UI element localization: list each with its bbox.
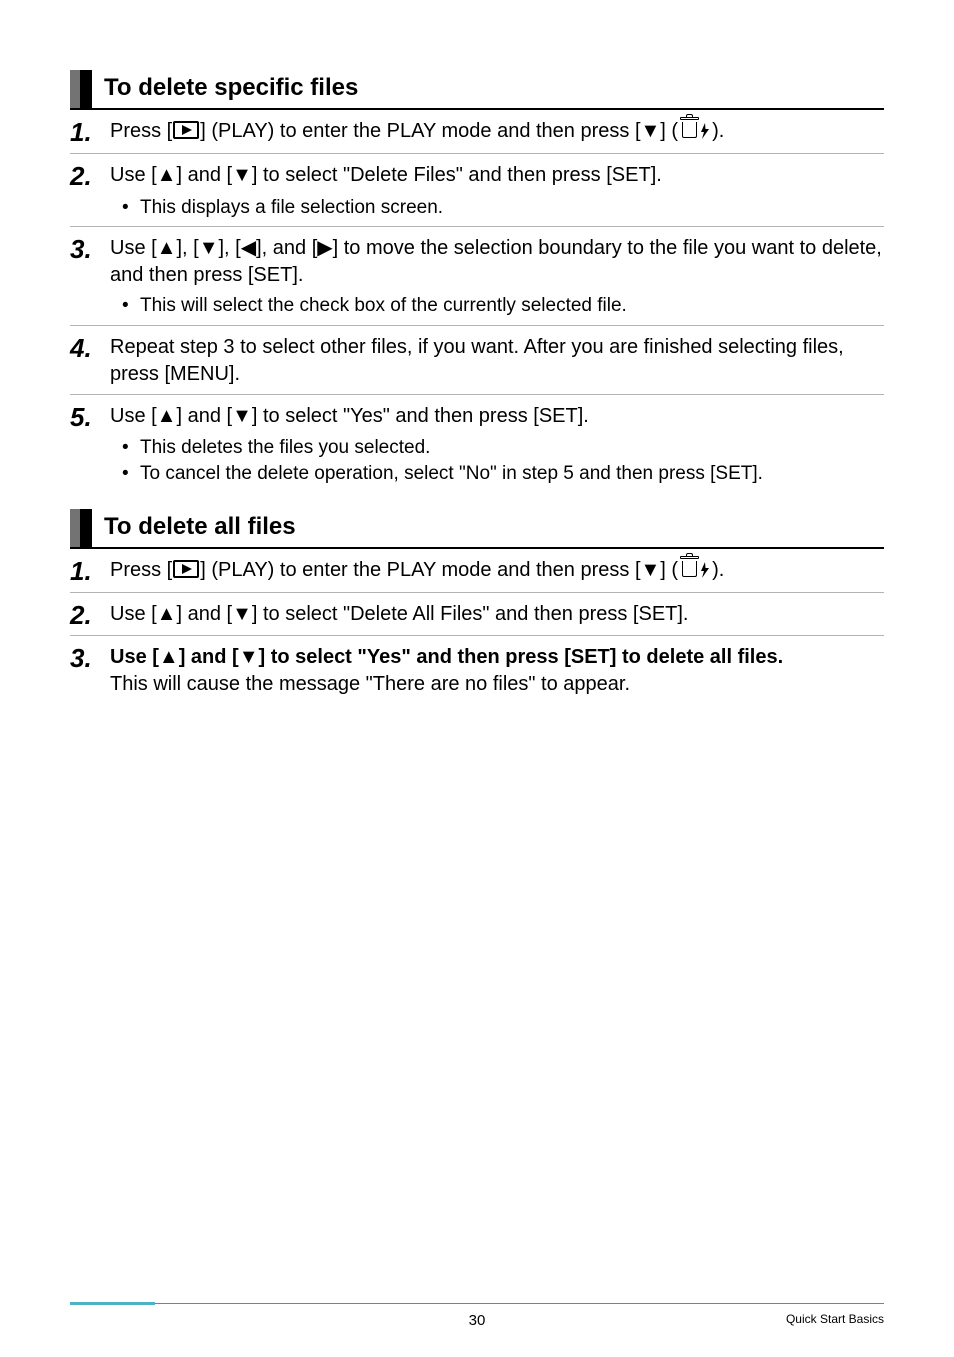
list-item: • To cancel the delete operation, select… [122,461,884,487]
step-number: 4. [70,334,110,363]
bullet-list: • This displays a file selection screen. [122,195,884,221]
step-text-part: Press [ [110,120,172,142]
footer-rule-line [70,1303,884,1304]
step-t3: 3. Use [▲] and [▼] to select "Yes" and t… [70,644,884,698]
heading-bar-gray [70,509,80,547]
step-t2: 2. Use [▲] and [▼] to select "Delete All… [70,601,884,630]
page-footer: 30 Quick Start Basics [0,1302,954,1329]
bullet-list: • This deletes the files you selected. •… [122,435,884,486]
heading-bar-black [80,70,92,108]
step-1: 1. Press [ ] (PLAY) to enter the PLAY mod… [70,118,884,147]
trash-icon [682,122,697,138]
page-number: 30 [469,1312,486,1329]
step-text-part: ). [712,120,724,142]
separator [70,153,884,154]
play-icon [173,121,199,139]
bullet-dot: • [122,195,140,221]
step-text: Use [▲] and [▼] to select "Delete Files"… [110,162,884,189]
bullet-list: • This will select the check box of the … [122,293,884,319]
bullet-text: This will select the check box of the cu… [140,293,627,319]
trash-icon [682,561,697,577]
separator [70,592,884,593]
list-item: • This deletes the files you selected. [122,435,884,461]
step-text: Use [▲] and [▼] to select "Delete All Fi… [110,601,884,628]
separator [70,394,884,395]
section-title: To delete specific files [104,70,358,108]
step-5: 5. Use [▲] and [▼] to select "Yes" and t… [70,403,884,487]
step-number: 2. [70,601,110,630]
play-icon [173,560,199,578]
step-subtext: This will cause the message "There are n… [110,673,630,695]
heading-bar-gray [70,70,80,108]
bullet-dot: • [122,293,140,319]
step-text: Press [ ] (PLAY) to enter the PLAY mode a… [110,557,884,586]
bolt-icon [700,120,710,147]
heading-bar-black [80,509,92,547]
bullet-text: This deletes the files you selected. [140,435,430,461]
step-3: 3. Use [▲], [▼], [◀], and [▶] to move th… [70,235,884,319]
list-item: • This will select the check box of the … [122,293,884,319]
step-text-part: ). [712,559,724,581]
separator [70,635,884,636]
list-item: • This displays a file selection screen. [122,195,884,221]
footer-label: Quick Start Basics [786,1312,884,1326]
bolt-icon [700,559,710,586]
step-text-bold: Use [▲] and [▼] to select "Yes" and then… [110,646,783,668]
step-text: Repeat step 3 to select other files, if … [110,334,884,388]
step-text: Use [▲], [▼], [◀], and [▶] to move the s… [110,235,884,289]
step-text: Use [▲] and [▼] to select "Yes" and then… [110,403,884,430]
step-2: 2. Use [▲] and [▼] to select "Delete Fil… [70,162,884,220]
step-number: 2. [70,162,110,191]
step-4: 4. Repeat step 3 to select other files, … [70,334,884,388]
step-text: Use [▲] and [▼] to select "Yes" and then… [110,644,884,698]
step-number: 5. [70,403,110,432]
bullet-dot: • [122,435,140,461]
step-text: Press [ ] (PLAY) to enter the PLAY mode a… [110,118,884,147]
bullet-dot: • [122,461,140,487]
separator [70,325,884,326]
separator [70,226,884,227]
step-text-part: ] (PLAY) to enter the PLAY mode and then… [200,559,678,581]
section-title: To delete all files [104,509,296,547]
step-number: 3. [70,644,110,673]
step-text-part: ] (PLAY) to enter the PLAY mode and then… [200,120,678,142]
step-number: 3. [70,235,110,264]
bullet-text: This displays a file selection screen. [140,195,443,221]
bullet-text: To cancel the delete operation, select "… [140,461,763,487]
section-heading-delete-specific: To delete specific files [70,70,884,110]
step-text-part: Press [ [110,559,172,581]
step-t1: 1. Press [ ] (PLAY) to enter the PLAY mod… [70,557,884,586]
section-heading-delete-all: To delete all files [70,509,884,549]
footer-accent [70,1302,155,1305]
step-number: 1. [70,118,110,147]
step-number: 1. [70,557,110,586]
footer-rule [70,1302,884,1306]
